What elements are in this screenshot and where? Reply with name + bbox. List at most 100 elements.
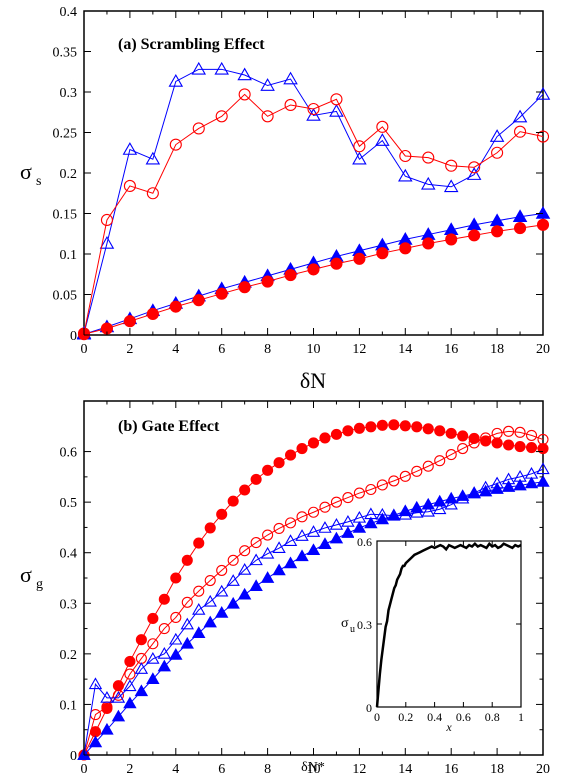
panel-b-series-3-point [157,659,172,672]
panel-a-y-tick-label: 0.3 [60,86,78,101]
panel-a-series-3-point [215,287,228,300]
panel-a-y-tick-label: 0.2 [60,167,78,182]
panel-b-series-1-point [353,487,365,499]
inset: 0 0.2 0.4 0.6 0.8 1 0 0.3 0.6 x σ u [341,535,532,735]
panel-a-series-3-point [491,225,504,238]
panel-b-series-0-point [147,612,159,625]
panel-b-series-0-point [365,421,377,433]
panel-b-series-0-point [353,422,365,434]
inset-y-tick-label: 0.6 [357,535,372,549]
panel-b-series-2-point [329,518,344,530]
panel-b-x-tick-label: 6 [218,762,225,773]
panel-b-series-1-point [468,437,480,449]
panel-b-title: (b) Gate Effect [118,418,220,435]
panel-b-series-3-point [169,648,183,660]
panel-a-series-2-point [535,206,551,219]
inset-series-0-line [375,541,522,708]
panel-b-series-1-point [434,455,446,467]
panel-b-series-3-point [513,478,527,491]
panel-b-series-0-point [457,430,469,442]
panel-b-series-1-point [112,689,124,701]
panel-a-series [76,61,551,341]
panel-a-x-tick-label: 12 [352,342,366,357]
panel-a-series-3-point [169,300,182,313]
panel-b-series-3-point [192,626,206,638]
panel-a-series-0-point [398,168,413,182]
panel-a-series-3-point [284,269,297,282]
panel-a-y-label-sub: s [36,174,41,189]
panel-b-series-0-point [158,593,170,605]
panel-b-series-2-point [88,677,103,690]
panel-b-series-2-point [433,502,447,515]
panel-b-series-1-point [319,501,331,513]
panel-a-series-0-point [168,74,184,87]
panel-b-series-3-point [352,521,367,533]
panel-b-series-0-point [342,425,354,437]
panel-b-x-tick-label: 16 [444,762,458,773]
panel-b-series-2-point [100,690,114,703]
panel-a-series-0-point [535,86,551,100]
panel-a-series-0-point [306,108,321,121]
panel-a-series-0-point [420,176,436,190]
panel-b-y-tick-label: 0.2 [60,648,78,663]
panel-b-series-1-point [181,596,193,608]
panel-b-series-0-point [491,437,503,449]
panel-b-series-0-point [330,428,343,440]
panel-b-series-0-point [239,484,251,496]
inset-x-tick-label: 0.2 [398,710,413,724]
panel-a-y-tick-label: 0.15 [53,208,78,223]
panel-b-series-0-point [296,442,308,455]
panel-a-series-3-point [307,263,320,276]
panel-b-series-1-point [525,429,538,441]
panel-b-series-1-point [296,511,308,523]
panel-b-series-0-point [307,437,320,449]
panel-b-series-1-point [399,470,411,482]
panel-a-series-0-point [122,142,138,155]
panel-a-series-3-point [445,233,458,246]
panel-a-series-1-point [330,93,343,106]
panel-b-series-0-point [227,495,239,507]
panel-a-series-0-line [83,68,544,334]
panel-a-series-0-point [260,78,275,91]
panel-a-series-3-point [513,222,527,235]
panel-b-series-3-point [433,494,447,507]
panel-b-series-0-point [376,419,388,431]
panel-b-series-3-point [398,504,412,517]
panel-b-series-2-point [536,462,550,475]
panel-a-series-0-point [191,61,207,75]
panel-b-series-3-point [249,579,263,591]
panel-b-series-0-point [411,421,423,433]
panel-a-series-3-point [261,275,274,288]
panel-b-series-2-point [123,679,137,692]
inset-y-label: σ [341,616,349,631]
panel-b-series-0-point [170,572,182,584]
panel-a-y-tick-label: 0.1 [60,248,78,263]
panel-a-series-0-point [466,167,482,180]
panel-b-y-tick-label: 0.4 [60,547,78,562]
panel-b-series-2-point [444,497,458,510]
panel-b-series-2-point [169,632,183,645]
panel-a-x-tick-label: 10 [307,342,321,357]
panel-b-series [77,419,550,761]
panel-a-series-1-line [83,93,544,334]
inset-x-tick-label: 0.8 [485,710,500,724]
panel-b-series-0-point [284,449,297,461]
panel-a-series-3-point [330,257,343,270]
panel-b-series-0-point [124,655,136,667]
panel-b-x-tick-label: 8 [264,762,271,773]
panel-b-series-3-point [272,563,286,576]
panel-b-x-ticks: 0 2 4 6 8 10 12 14 16 18 20 [81,401,550,773]
inset-x-tick-label: 0.6 [456,710,471,724]
panel-b-series-3-point [467,486,481,499]
panel-b-series-1-point [445,449,457,461]
panel-a-series-0-point [214,61,229,75]
panel-a-x-tick-label: 16 [444,342,458,357]
panel-a-series-0-point [283,71,298,85]
panel-a-series-0-point [99,236,115,249]
panel-a: 0 2 4 6 8 10 12 14 16 18 20 0 0.05 0.1 0.15 0.2 0.25 0.3… [20,5,551,393]
panel-b-x-tick-label: 12 [352,762,366,773]
panel-b-series-1-point [376,479,388,491]
panel-b-series-2-point [226,574,240,586]
panel-a-y-ticks: 0 0.05 0.1 0.15 0.2 0.25 0.3 0.35 0.4 [53,5,543,344]
